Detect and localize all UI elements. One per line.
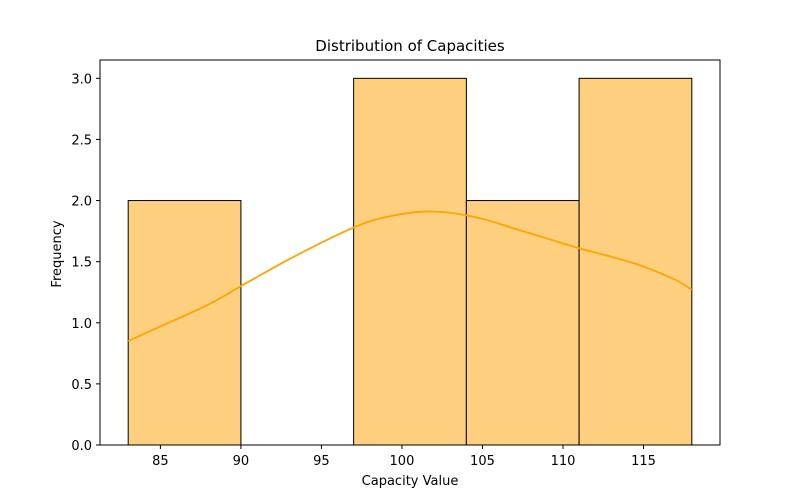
y-tick-label-0: 0.0 bbox=[71, 439, 92, 454]
histogram-bar-3 bbox=[465, 200, 580, 446]
x-axis-label: Capacity Value bbox=[362, 474, 459, 489]
x-tick-label-5: 110 bbox=[551, 454, 576, 469]
histogram-bar-2 bbox=[353, 77, 467, 446]
y-tick-label-2: 1.0 bbox=[71, 317, 92, 332]
y-tick-label-5: 2.5 bbox=[71, 133, 92, 148]
bars-group bbox=[127, 77, 693, 446]
y-tick-label-4: 2.0 bbox=[71, 195, 92, 210]
y-axis-label: Frequency bbox=[50, 220, 65, 287]
x-tick-label-2: 95 bbox=[313, 454, 330, 469]
y-tick-label-1: 0.5 bbox=[71, 378, 92, 393]
histogram-bar-4 bbox=[578, 77, 693, 446]
x-tick-label-0: 85 bbox=[152, 454, 169, 469]
histogram-bar-0 bbox=[127, 200, 242, 446]
y-tick-label-3: 1.5 bbox=[71, 256, 92, 271]
x-tick-label-4: 105 bbox=[470, 454, 495, 469]
x-ticks-group: 85 90 95 100 105 110 115 bbox=[152, 445, 656, 469]
x-tick-label-3: 100 bbox=[390, 454, 415, 469]
plot-frame bbox=[99, 59, 721, 446]
chart-title: Distribution of Capacities bbox=[315, 37, 505, 55]
kde-curve bbox=[127, 210, 693, 342]
y-ticks-group: 0.0 0.5 1.0 1.5 2.0 2.5 3.0 bbox=[71, 72, 100, 454]
y-tick-label-6: 3.0 bbox=[71, 72, 92, 87]
x-tick-label-1: 90 bbox=[233, 454, 250, 469]
axes-group bbox=[99, 59, 721, 446]
x-tick-label-6: 115 bbox=[631, 454, 656, 469]
